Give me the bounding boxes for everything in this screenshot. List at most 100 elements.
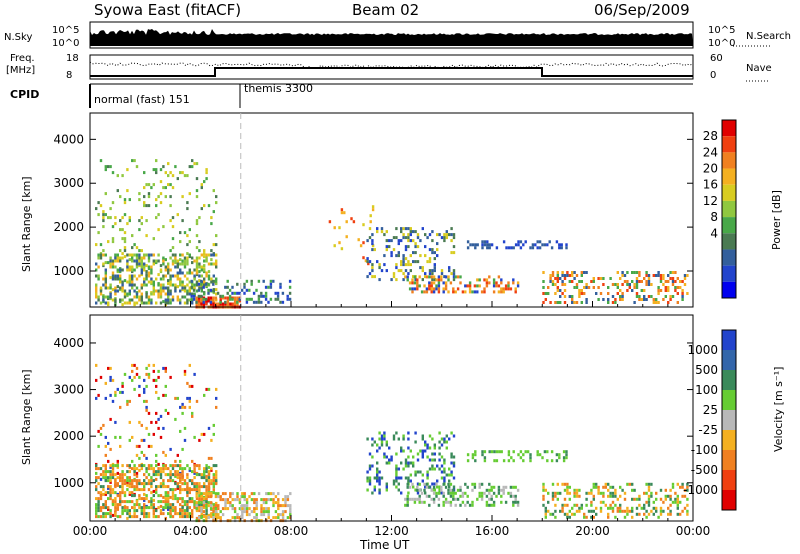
heatmap-cell [468, 290, 472, 294]
heatmap-cell [200, 296, 203, 300]
heatmap-cell [104, 396, 107, 400]
heatmap-cell [408, 485, 412, 489]
heatmap-cell [135, 246, 139, 250]
heatmap-cell [119, 503, 122, 507]
heatmap-cell [662, 298, 665, 301]
colorbar-tick-label: -500 [691, 463, 718, 477]
heatmap-cell [164, 473, 167, 477]
heatmap-cell [607, 298, 610, 301]
heatmap-cell [568, 509, 571, 513]
heatmap-cell [150, 503, 153, 507]
heatmap-cell [210, 515, 213, 519]
heatmap-cell [212, 479, 215, 483]
heatmap-cell [195, 259, 199, 263]
heatmap-cell [245, 279, 249, 283]
heatmap-cell [385, 488, 388, 492]
heatmap-cell [135, 301, 139, 305]
heatmap-cell [162, 283, 165, 287]
heatmap-cell [167, 271, 170, 275]
heatmap-cell [95, 485, 98, 489]
heatmap-cell [631, 509, 634, 513]
heatmap-cell [611, 283, 615, 286]
heatmap-cell [145, 408, 148, 412]
heatmap-cell [578, 488, 581, 492]
heatmap-cell [402, 449, 405, 453]
heatmap-cell [164, 286, 167, 290]
heatmap-cell [188, 512, 191, 516]
heatmap-cell [150, 485, 153, 489]
heatmap-cell [181, 477, 184, 481]
heatmap-cell [155, 459, 158, 463]
heatmap-cell [424, 440, 427, 444]
heatmap-cell [215, 396, 218, 400]
heatmap-cell [205, 259, 208, 263]
heatmap-cell [152, 509, 155, 513]
heatmap-cell [181, 512, 184, 516]
heatmap-cell [109, 292, 112, 296]
heatmap-cell [464, 482, 467, 486]
heatmap-cell [207, 485, 211, 489]
heatmap-cell [95, 363, 98, 367]
heatmap-cell [383, 455, 386, 459]
heatmap-cell [97, 253, 100, 257]
heatmap-cell [544, 298, 547, 301]
heatmap-cell [609, 494, 612, 498]
colorbar-swatch [722, 450, 736, 470]
heatmap-cell [164, 384, 167, 388]
heatmap-cell [159, 270, 163, 274]
heatmap-cell [114, 464, 117, 468]
heatmap-cell [138, 295, 141, 299]
heatmap-cell [195, 273, 199, 277]
heatmap-cell [597, 485, 600, 489]
heatmap-cell [147, 372, 151, 376]
heatmap-cell [200, 183, 203, 187]
heatmap-cell [583, 271, 586, 274]
heatmap-cell [207, 488, 211, 492]
heatmap-cell [635, 512, 639, 516]
heatmap-cell [131, 363, 134, 367]
heatmap-cell [205, 256, 208, 260]
heatmap-cell [466, 485, 469, 489]
heatmap-cell [466, 246, 470, 250]
heatmap-cell [131, 482, 134, 486]
heatmap-cell [483, 278, 486, 282]
heatmap-cell [147, 295, 151, 299]
heatmap-cell [181, 467, 184, 471]
heatmap-cell [683, 283, 687, 286]
cpid-label: CPID [10, 88, 40, 101]
heatmap-cell [162, 507, 165, 511]
heatmap-cell [123, 479, 127, 483]
heatmap-cell [114, 216, 117, 220]
heatmap-cell [585, 283, 588, 286]
heatmap-cell [128, 465, 131, 469]
heatmap-cell [143, 498, 146, 502]
heatmap-cell [289, 510, 292, 514]
heatmap-cell [442, 503, 445, 507]
heatmap-cell [138, 274, 141, 278]
heatmap-cell [197, 282, 201, 286]
heatmap-cell [519, 456, 523, 460]
heatmap-cell [169, 292, 172, 296]
heatmap-cell [111, 225, 115, 229]
heatmap-cell [551, 283, 555, 286]
heatmap-cell [164, 494, 167, 498]
heatmap-cell [164, 464, 167, 468]
heatmap-cell [207, 277, 211, 281]
heatmap-cell [207, 516, 210, 520]
heatmap-cell [575, 286, 579, 289]
heatmap-cell [659, 497, 663, 501]
heatmap-cell [284, 501, 287, 505]
heatmap-cell [464, 290, 467, 294]
heatmap-cell [183, 405, 187, 409]
heatmap-cell [188, 396, 191, 400]
heatmap-cell [650, 295, 653, 298]
heatmap-cell [288, 297, 292, 301]
heatmap-cell [371, 464, 374, 468]
heatmap-cell [578, 509, 581, 513]
heatmap-cell [95, 283, 98, 287]
heatmap-cell [607, 301, 610, 304]
heatmap-cell [277, 492, 280, 496]
heatmap-cell [368, 227, 372, 231]
heatmap-cell [104, 274, 107, 278]
heatmap-cell [502, 491, 505, 495]
